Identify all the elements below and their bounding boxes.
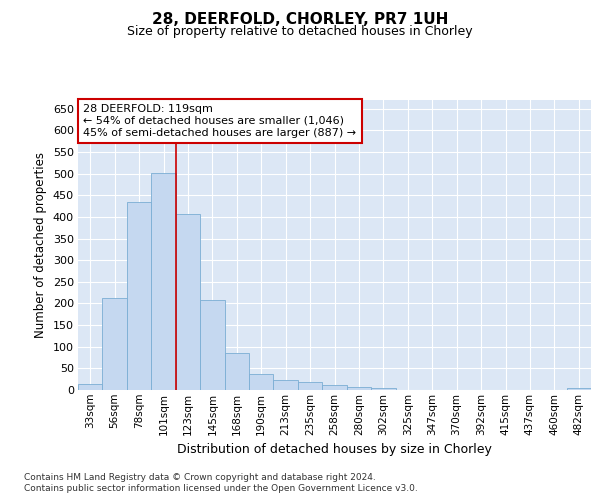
Bar xyxy=(224,353,249,390)
Bar xyxy=(347,386,371,390)
Text: Contains public sector information licensed under the Open Government Licence v3: Contains public sector information licen… xyxy=(24,484,418,493)
Bar xyxy=(151,172,176,390)
Bar xyxy=(127,202,151,390)
X-axis label: Distribution of detached houses by size in Chorley: Distribution of detached houses by size … xyxy=(177,443,492,456)
Bar xyxy=(78,384,103,390)
Bar xyxy=(566,388,591,390)
Y-axis label: Number of detached properties: Number of detached properties xyxy=(34,152,47,338)
Bar xyxy=(322,385,347,390)
Bar xyxy=(103,298,127,390)
Bar xyxy=(249,374,274,390)
Bar xyxy=(371,388,395,390)
Text: 28 DEERFOLD: 119sqm
← 54% of detached houses are smaller (1,046)
45% of semi-det: 28 DEERFOLD: 119sqm ← 54% of detached ho… xyxy=(83,104,356,138)
Text: Size of property relative to detached houses in Chorley: Size of property relative to detached ho… xyxy=(127,25,473,38)
Bar xyxy=(298,382,322,390)
Text: Contains HM Land Registry data © Crown copyright and database right 2024.: Contains HM Land Registry data © Crown c… xyxy=(24,472,376,482)
Text: 28, DEERFOLD, CHORLEY, PR7 1UH: 28, DEERFOLD, CHORLEY, PR7 1UH xyxy=(152,12,448,28)
Bar xyxy=(200,300,224,390)
Bar xyxy=(274,380,298,390)
Bar xyxy=(176,214,200,390)
